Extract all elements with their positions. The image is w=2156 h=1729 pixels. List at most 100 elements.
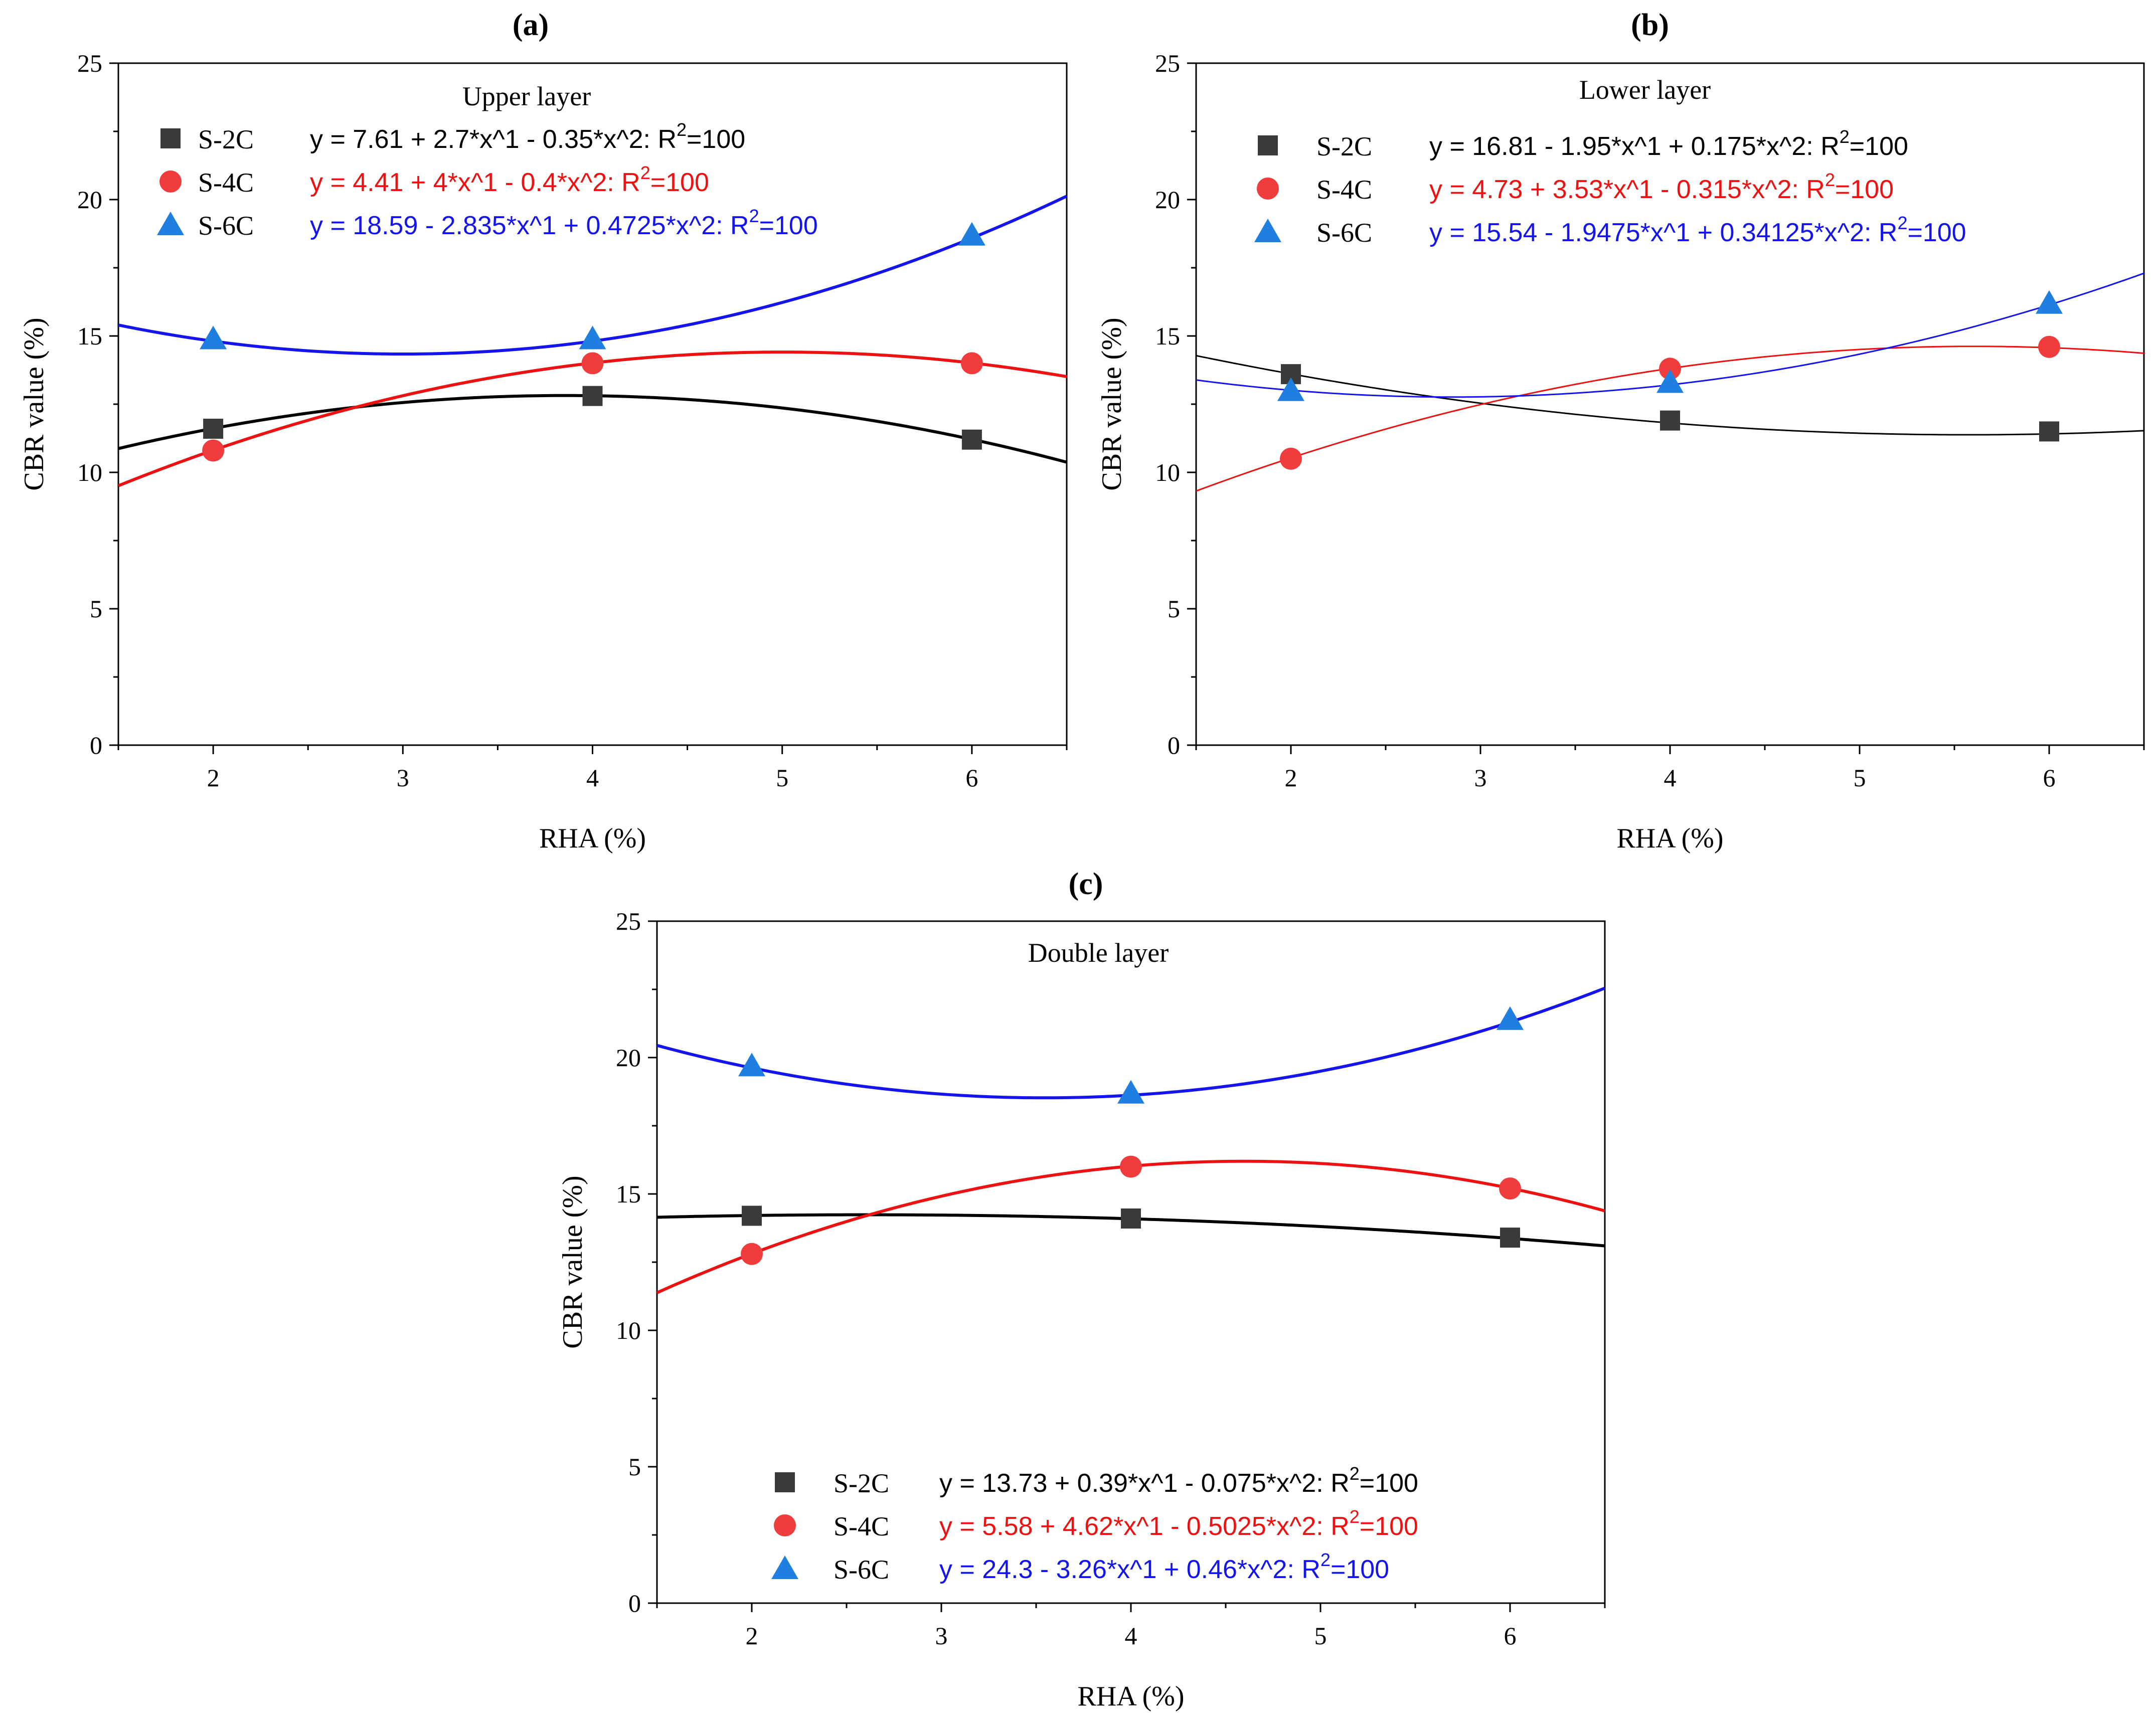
data-point-s-4c — [741, 1243, 763, 1265]
data-point-s-4c — [202, 439, 225, 462]
equation-superscript: 2 — [1897, 213, 1907, 233]
legend-marker-s-2c — [1258, 135, 1278, 155]
equation-text: y = 16.81 - 1.95*x^1 + 0.175*x^2: R — [1429, 132, 1840, 161]
legend-label: S-6C — [834, 1554, 889, 1585]
legend: S-2C y = 13.73 + 0.39*x^1 - 0.075*x^2: R2… — [771, 1463, 1418, 1585]
y-tick-label: 15 — [616, 1180, 641, 1208]
data-point-s-4c — [2038, 335, 2060, 358]
chart-panel-b: 2 3 4 5 6 0 5 10 15 20 25 RHA (%) CBR value (%) (b) Lo… — [1096, 8, 2145, 854]
equation-superscript: 2 — [1840, 126, 1850, 147]
equation-text: y = 4.41 + 4*x^1 - 0.4*x^2: R — [310, 168, 640, 197]
y-tick-label: 25 — [616, 907, 641, 935]
equation-text: y = 18.59 - 2.835*x^1 + 0.4725*x^2: R — [310, 211, 749, 240]
data-point-s-6c — [1117, 1080, 1144, 1104]
x-tick-label: 5 — [776, 764, 788, 792]
equation-superscript: 2 — [1320, 1549, 1331, 1570]
data-point-s-6c — [579, 325, 606, 350]
data-point-s-4c — [581, 352, 604, 375]
y-tick-label: 0 — [90, 731, 102, 759]
panel-title: Upper layer — [462, 81, 591, 111]
data-point-s-6c — [1497, 1006, 1524, 1030]
legend-label: S-2C — [198, 124, 254, 154]
legend-marker-s-2c — [160, 128, 181, 148]
equation-superscript: 2 — [1350, 1506, 1360, 1527]
panel-title: Lower layer — [1579, 75, 1711, 105]
equation-superscript: 2 — [1350, 1463, 1360, 1484]
x-tick-label: 6 — [1504, 1622, 1517, 1650]
y-tick-label: 0 — [628, 1589, 641, 1617]
y-tick-label: 10 — [1155, 458, 1180, 486]
y-tick-label: 5 — [1168, 595, 1180, 623]
x-tick-label: 4 — [1664, 764, 1677, 792]
y-axis-label: CBR value (%) — [1096, 317, 1127, 490]
data-point-s-4c — [1659, 358, 1681, 380]
data-point-s-6c — [200, 325, 227, 350]
data-point-s-4c — [1499, 1177, 1521, 1200]
data-point-s-2c — [1500, 1228, 1520, 1248]
data-point-s-4c — [960, 352, 983, 375]
data-point-s-6c — [1277, 377, 1304, 401]
legend-marker-s-4c — [1257, 178, 1279, 200]
data-point-s-2c — [2039, 421, 2059, 442]
x-tick-label: 2 — [1285, 764, 1297, 792]
x-tick-label: 5 — [1314, 1622, 1327, 1650]
equation-r2: =100 — [1835, 175, 1894, 204]
y-tick-label: 20 — [1155, 186, 1180, 214]
equation-text: y = 7.61 + 2.7*x^1 - 0.35*x^2: R — [310, 125, 677, 154]
y-tick-label: 25 — [77, 49, 102, 77]
equation-r2: =100 — [687, 125, 745, 154]
x-tick-label: 3 — [935, 1622, 948, 1650]
legend-marker-s-6c — [157, 212, 184, 235]
equation-text: y = 13.73 + 0.39*x^1 - 0.075*x^2: R — [939, 1469, 1350, 1498]
panel-label: (b) — [1631, 8, 1669, 42]
equation-r2: =100 — [1360, 1469, 1418, 1498]
legend-label: S-4C — [834, 1511, 889, 1541]
y-tick-label: 10 — [616, 1316, 641, 1344]
legend: S-2C y = 7.61 + 2.7*x^1 - 0.35*x^2: R2=10… — [157, 119, 818, 241]
data-point-s-4c — [1120, 1155, 1142, 1178]
x-tick-label: 4 — [1125, 1622, 1137, 1650]
equation-r2: =100 — [1331, 1555, 1389, 1584]
legend-marker-s-6c — [771, 1555, 798, 1579]
y-tick-label: 10 — [77, 458, 102, 486]
legend-label: S-6C — [1316, 218, 1372, 248]
equation-superscript: 2 — [677, 119, 687, 140]
plot-frame — [656, 920, 1606, 1604]
legend-equation: y = 5.58 + 4.62*x^1 - 0.5025*x^2: R2=100 — [939, 1506, 1418, 1541]
data-point-s-2c — [961, 429, 982, 450]
data-point-s-6c — [1656, 369, 1684, 393]
legend-marker-s-4c — [774, 1514, 796, 1536]
y-tick-label: 20 — [616, 1044, 641, 1072]
x-tick-label: 6 — [2043, 764, 2056, 792]
legend-label: S-4C — [1316, 175, 1372, 205]
y-tick-label: 25 — [1155, 49, 1180, 77]
data-point-s-6c — [958, 222, 985, 246]
y-axis-label: CBR value (%) — [557, 1175, 588, 1348]
equation-superscript: 2 — [1825, 169, 1835, 190]
legend-label: S-6C — [198, 211, 254, 241]
legend-equation: y = 4.73 + 3.53*x^1 - 0.315*x^2: R2=100 — [1429, 169, 1894, 204]
equation-r2: =100 — [1907, 218, 1966, 247]
legend-label: S-4C — [198, 167, 254, 198]
plot-frame — [1195, 62, 2145, 746]
y-tick-label: 5 — [90, 595, 102, 623]
legend-equation: y = 13.73 + 0.39*x^1 - 0.075*x^2: R2=100 — [939, 1463, 1418, 1498]
panel-title: Double layer — [1028, 938, 1169, 968]
legend-marker-s-4c — [159, 170, 182, 193]
data-point-s-4c — [1280, 447, 1302, 470]
x-tick-label: 2 — [746, 1622, 758, 1650]
y-tick-label: 15 — [77, 322, 102, 350]
y-tick-label: 0 — [1168, 731, 1180, 759]
legend: S-2C y = 16.81 - 1.95*x^1 + 0.175*x^2: R2… — [1254, 126, 1966, 248]
data-point-s-2c — [742, 1205, 762, 1226]
x-tick-label: 2 — [207, 764, 220, 792]
equation-text: y = 24.3 - 3.26*x^1 + 0.46*x^2: R — [939, 1555, 1320, 1584]
data-point-s-6c — [738, 1053, 765, 1077]
legend-label: S-2C — [1316, 131, 1372, 161]
y-axis-label: CBR value (%) — [19, 317, 50, 490]
data-point-s-2c — [582, 386, 603, 406]
y-tick-label: 15 — [1155, 322, 1180, 350]
equation-r2: =100 — [1850, 132, 1908, 161]
data-point-s-2c — [203, 418, 224, 439]
